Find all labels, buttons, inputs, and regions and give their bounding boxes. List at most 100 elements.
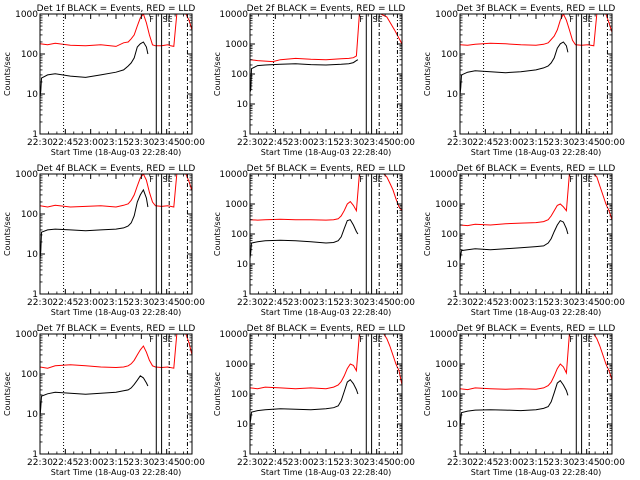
x-axis-label: Start Time (18-Aug-03 22:28:40): [471, 308, 602, 317]
x-axis-label: Start Time (18-Aug-03 22:28:40): [261, 468, 392, 477]
x-tick-label: 23:45: [154, 458, 180, 468]
y-tick-label: 1: [32, 450, 38, 460]
marker-label-f: F: [149, 335, 154, 344]
x-axis-label: Start Time (18-Aug-03 22:28:40): [51, 468, 182, 477]
y-tick-label: 100: [231, 70, 248, 80]
x-tick-label: 22:30: [447, 138, 473, 148]
y-axis-label: Counts/sec: [3, 212, 12, 256]
marker-label-se: SE: [163, 335, 173, 344]
marker-label-se: SE: [373, 335, 383, 344]
marker-label-f: F: [149, 15, 154, 24]
y-tick-label: 1000: [435, 10, 458, 20]
y-axis-label: Counts/sec: [423, 212, 432, 256]
x-tick-label: 23:00: [288, 138, 314, 148]
x-tick-label: 22:30: [237, 298, 263, 308]
x-tick-label: 22:45: [262, 298, 288, 308]
x-tick-label: 23:45: [364, 298, 390, 308]
y-tick-label: 100: [231, 390, 248, 400]
y-tick-label: 1: [242, 130, 248, 140]
x-tick-label: 23:30: [128, 458, 154, 468]
x-tick-label: 22:45: [52, 138, 78, 148]
x-axis-label: Start Time (18-Aug-03 22:28:40): [51, 308, 182, 317]
x-tick-label: 23:00: [498, 458, 524, 468]
x-tick-label: 22:30: [27, 138, 53, 148]
y-axis-label: Counts/sec: [213, 212, 222, 256]
marker-label-se: SE: [163, 175, 173, 184]
x-tick-label: 23:15: [103, 298, 129, 308]
x-tick-label: 23:30: [128, 298, 154, 308]
y-tick-label: 100: [21, 210, 38, 220]
chart-title: Det 1f BLACK = Events, RED = LLD: [37, 4, 196, 14]
series-lld: [250, 334, 402, 390]
y-tick-label: 10000: [219, 170, 248, 180]
y-tick-label: 1000: [15, 170, 38, 180]
y-tick-label: 1000: [15, 10, 38, 20]
chart-title: Det 3f BLACK = Events, RED = LLD: [457, 4, 616, 14]
y-tick-label: 100: [441, 390, 458, 400]
x-tick-label: 23:00: [288, 458, 314, 468]
x-tick-label: 23:15: [523, 298, 549, 308]
y-tick-label: 10: [27, 90, 39, 100]
y-tick-label: 10: [27, 410, 39, 420]
marker-label-f: F: [569, 15, 574, 24]
chart-title: Det 5f BLACK = Events, RED = LLD: [247, 164, 406, 174]
series-lld: [460, 334, 612, 391]
marker-label-f: F: [359, 15, 364, 24]
series-lld: [250, 14, 402, 63]
x-axis-label: Start Time (18-Aug-03 22:28:40): [261, 148, 392, 157]
x-tick-label: 23:45: [574, 298, 600, 308]
x-axis-label: Start Time (18-Aug-03 22:28:40): [261, 308, 392, 317]
y-tick-label: 1000: [225, 40, 248, 50]
x-tick-label: 22:30: [447, 458, 473, 468]
x-tick-label: 23:30: [548, 458, 574, 468]
marker-label-f: F: [149, 175, 154, 184]
marker-label-se: SE: [583, 175, 593, 184]
y-tick-label: 1000: [225, 360, 248, 370]
x-tick-label: 23:45: [574, 458, 600, 468]
y-tick-label: 100: [441, 230, 458, 240]
marker-label-se: SE: [163, 15, 173, 24]
x-tick-label: 00:00: [179, 138, 205, 148]
chart-title: Det 2f BLACK = Events, RED = LLD: [247, 4, 406, 14]
chart-title: Det 4f BLACK = Events, RED = LLD: [37, 164, 196, 174]
series-lld: [40, 14, 192, 47]
chart-panel-4: F SE 1 10 100 1000 22:30 22:45 23:00 23:15 23:30 23…: [3, 164, 205, 317]
x-tick-label: 23:15: [103, 138, 129, 148]
x-tick-label: 22:45: [52, 458, 78, 468]
x-tick-label: 22:30: [27, 298, 53, 308]
series-events: [460, 219, 569, 262]
x-tick-label: 00:00: [179, 458, 205, 468]
y-tick-label: 1: [452, 290, 458, 300]
x-tick-label: 22:45: [52, 298, 78, 308]
series-events: [250, 219, 359, 259]
x-tick-label: 00:00: [389, 458, 415, 468]
y-tick-label: 1000: [435, 360, 458, 370]
x-tick-label: 22:30: [237, 458, 263, 468]
x-tick-label: 23:00: [498, 298, 524, 308]
x-tick-label: 23:15: [313, 298, 339, 308]
series-lld: [250, 174, 402, 221]
x-tick-label: 22:30: [27, 458, 53, 468]
y-tick-label: 100: [21, 370, 38, 380]
marker-label-f: F: [569, 175, 574, 184]
marker-label-f: F: [359, 335, 364, 344]
x-tick-label: 22:45: [472, 298, 498, 308]
y-axis-label: Counts/sec: [3, 372, 12, 416]
chart-title: Det 7f BLACK = Events, RED = LLD: [37, 324, 196, 334]
y-tick-label: 1000: [15, 330, 38, 340]
y-tick-label: 1: [452, 450, 458, 460]
y-tick-label: 10: [447, 420, 459, 430]
chart-panel-1: F SE 1 10 100 1000 22:30 22:45 23:00 23:15 23:30 23…: [3, 4, 205, 157]
x-tick-label: 22:45: [472, 458, 498, 468]
y-tick-label: 1: [32, 130, 38, 140]
x-tick-label: 00:00: [389, 298, 415, 308]
x-axis-label: Start Time (18-Aug-03 22:28:40): [471, 148, 602, 157]
y-tick-label: 10: [447, 260, 459, 270]
x-tick-label: 23:45: [154, 138, 180, 148]
series-lld: [40, 334, 192, 369]
x-tick-label: 23:30: [338, 138, 364, 148]
